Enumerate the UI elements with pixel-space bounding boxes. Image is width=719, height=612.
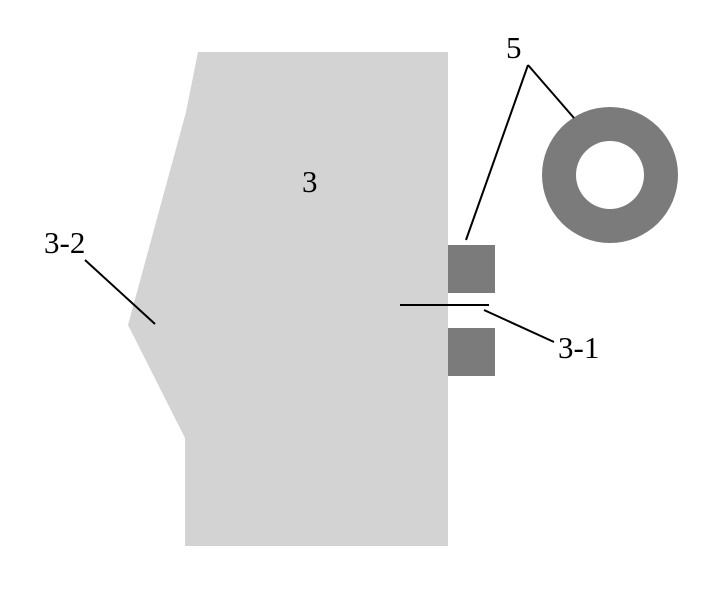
leader-5-to-tab: [466, 65, 528, 240]
label-3: 3: [302, 164, 318, 200]
tab-upper: [448, 245, 495, 293]
label-3-2: 3-2: [44, 225, 85, 261]
label-3-1: 3-1: [558, 330, 599, 366]
ring: [542, 107, 678, 243]
leader-5-to-ring: [528, 65, 574, 118]
tab-lower: [448, 328, 495, 376]
main-body: [128, 52, 448, 546]
diagram-svg: [0, 0, 719, 612]
technical-diagram: 3 5 3-1 3-2: [0, 0, 719, 612]
label-5: 5: [506, 30, 522, 66]
